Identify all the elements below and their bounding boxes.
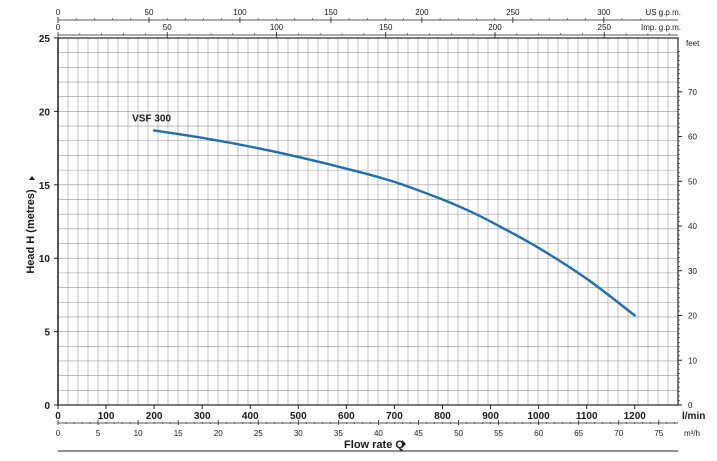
imp-gpm-tick-label: 100 bbox=[270, 23, 284, 32]
imp-gpm-tick-label: 0 bbox=[56, 23, 61, 32]
y-axis-arrow-icon bbox=[29, 176, 35, 180]
x-tick-label: 700 bbox=[386, 411, 403, 422]
us-gpm-tick-label: 100 bbox=[233, 8, 247, 17]
x-unit-label: l/min bbox=[682, 411, 705, 422]
m3h-unit-label: m³/h bbox=[684, 429, 700, 438]
m3h-tick-label: 45 bbox=[414, 429, 423, 438]
m3h-tick-label: 65 bbox=[574, 429, 583, 438]
x-tick-label: 900 bbox=[482, 411, 499, 422]
y-axis-title: Head H (metres) bbox=[25, 189, 37, 274]
x-tick-label: 800 bbox=[434, 411, 451, 422]
m3h-tick-label: 0 bbox=[56, 429, 61, 438]
x-tick-label: 300 bbox=[194, 411, 211, 422]
x-tick-label: 1000 bbox=[527, 411, 550, 422]
y-tick-label: 25 bbox=[39, 34, 51, 45]
x-tick-label: 400 bbox=[242, 411, 259, 422]
x-axis-arrow-icon bbox=[402, 440, 406, 448]
feet-tick-label: 10 bbox=[688, 356, 697, 365]
series-label: VSF 300 bbox=[132, 113, 171, 124]
imp-gpm-tick-label: 150 bbox=[379, 23, 393, 32]
series-line bbox=[152, 129, 636, 317]
grid bbox=[58, 38, 678, 405]
us-gpm-tick-label: 50 bbox=[145, 8, 154, 17]
y-tick-label: 5 bbox=[44, 328, 50, 339]
x-tick-label: 600 bbox=[338, 411, 355, 422]
us-gpm-tick-label: 150 bbox=[324, 8, 338, 17]
m3h-tick-label: 70 bbox=[614, 429, 623, 438]
m3h-tick-label: 55 bbox=[494, 429, 503, 438]
y-tick-label: 20 bbox=[39, 107, 51, 118]
us-gpm-tick-label: 250 bbox=[506, 8, 520, 17]
x-tick-label: 200 bbox=[146, 411, 163, 422]
imp-gpm-tick-label: 50 bbox=[163, 23, 172, 32]
m3h-tick-label: 60 bbox=[534, 429, 543, 438]
m3h-tick-label: 20 bbox=[214, 429, 223, 438]
imp-gpm-tick-label: 200 bbox=[488, 23, 502, 32]
y-tick-label: 15 bbox=[39, 181, 51, 192]
series-layer: VSF 300 bbox=[132, 113, 636, 317]
m3h-tick-label: 10 bbox=[134, 429, 143, 438]
y-tick-label: 0 bbox=[44, 401, 50, 412]
m3h-tick-label: 30 bbox=[294, 429, 303, 438]
us-gpm-tick-label: 0 bbox=[56, 8, 61, 17]
feet-unit-label: feet bbox=[686, 39, 700, 48]
m3h-tick-label: 15 bbox=[174, 429, 183, 438]
feet-tick-label: 50 bbox=[688, 177, 697, 186]
x-tick-label: 100 bbox=[98, 411, 115, 422]
feet-tick-label: 0 bbox=[688, 401, 693, 410]
feet-tick-label: 20 bbox=[688, 312, 697, 321]
x-tick-label: 1100 bbox=[576, 411, 598, 422]
m3h-tick-label: 50 bbox=[454, 429, 463, 438]
m3h-tick-label: 25 bbox=[254, 429, 263, 438]
feet-tick-label: 30 bbox=[688, 267, 697, 276]
us-gpm-tick-label: 300 bbox=[597, 8, 611, 17]
m3h-tick-label: 40 bbox=[374, 429, 383, 438]
y-tick-label: 10 bbox=[39, 254, 51, 265]
m3h-tick-label: 5 bbox=[96, 429, 101, 438]
m3h-tick-label: 75 bbox=[654, 429, 663, 438]
us-gpm-tick-label: 200 bbox=[415, 8, 429, 17]
x-tick-label: 1200 bbox=[624, 411, 647, 422]
x-axis-title: Flow rate Q bbox=[344, 439, 404, 451]
us-gpm-unit-label: US g.p.m. bbox=[645, 8, 681, 17]
imp-gpm-tick-label: 250 bbox=[598, 23, 612, 32]
feet-tick-label: 40 bbox=[688, 222, 697, 231]
m3h-tick-label: 35 bbox=[334, 429, 343, 438]
feet-tick-label: 70 bbox=[688, 88, 697, 97]
x-tick-label: 0 bbox=[55, 411, 61, 422]
feet-tick-label: 60 bbox=[688, 133, 697, 142]
x-tick-label: 500 bbox=[290, 411, 307, 422]
imp-gpm-unit-label: Imp. g.p.m. bbox=[641, 23, 681, 32]
